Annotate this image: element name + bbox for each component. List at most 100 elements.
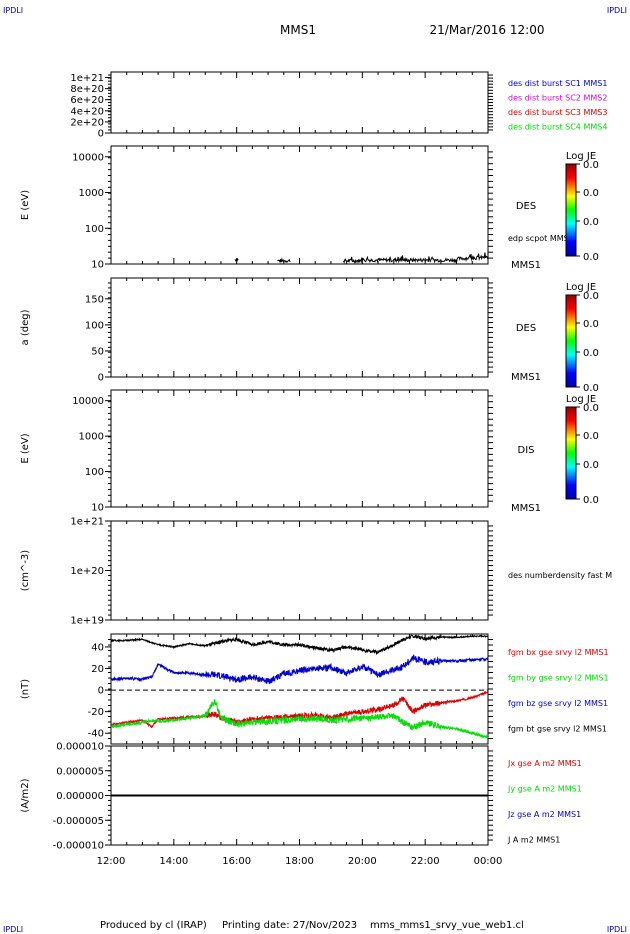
spacecraft-label: MMS1 [511, 503, 541, 514]
legend-entry: des dist burst SC2 MMS2 [508, 94, 607, 103]
legend-entry: Jy gse A m2 MMS1 [507, 785, 582, 794]
instrument-label: DES [516, 323, 536, 334]
y-tick-label: 10 [91, 503, 104, 514]
colorbar-tick-label: 0.0 [583, 319, 599, 330]
y-axis-label: E (eV) [20, 433, 31, 463]
series-label: edp scpot MMS1 [508, 234, 574, 243]
corner-label-tr: IPDLI [607, 6, 627, 15]
y-tick-label: 10 [91, 260, 104, 271]
y-tick-label: -20 [88, 707, 104, 718]
panel-frame [110, 520, 489, 621]
y-tick-label: 10000 [72, 152, 104, 163]
colorbar-tick-label: 0.0 [583, 403, 599, 414]
corner-label-bl: IPDLI [3, 925, 23, 934]
colorbar-tick-label: 0.0 [583, 291, 599, 302]
colorbar-title: Log JE [566, 282, 596, 293]
panel-frame [110, 145, 489, 265]
colorbar-tick-label: 0.0 [583, 160, 599, 171]
colorbar-tick-label: 0.0 [583, 217, 599, 228]
datetime-title: 21/Mar/2016 12:00 [430, 23, 545, 37]
y-tick-label: 150 [85, 294, 104, 305]
legend-entry: fgm bx gse srvy l2 MMS1 [508, 648, 609, 657]
y-tick-label: 8e+20 [70, 84, 104, 95]
y-tick-label: 1e+20 [70, 566, 104, 577]
y-tick-label: 100 [85, 320, 104, 331]
panel-frame [110, 389, 489, 508]
legend-entry: des numberdensity fast M [508, 571, 612, 580]
legend-entry: fgm bt gse srvy l2 MMS1 [508, 725, 607, 734]
footer-produced-by: Produced by cl (IRAP) [100, 920, 207, 931]
series-line [110, 698, 489, 740]
legend-entry: Jz gse A m2 MMS1 [507, 810, 581, 819]
colorbar-tick-label: 0.0 [583, 431, 599, 442]
corner-label-br: IPDLI [607, 925, 627, 934]
y-tick-label: -0.000005 [53, 816, 104, 827]
y-tick-label: -0.000010 [53, 841, 104, 852]
y-tick-label: 6e+20 [70, 95, 104, 106]
y-tick-label: 4e+20 [70, 106, 104, 117]
x-tick-label: 12:00 [97, 856, 126, 867]
colorbar-tick-label: 0.0 [583, 495, 599, 506]
x-tick-label: 20:00 [348, 856, 377, 867]
legend-entry: fgm bz gse srvy l2 MMS1 [508, 699, 608, 708]
colorbar-tick-label: 0.0 [583, 460, 599, 471]
y-tick-label: 0 [98, 129, 104, 140]
panel-frame [110, 277, 489, 378]
y-axis-label: E (eV) [20, 190, 31, 220]
panel-frame [110, 633, 489, 745]
legend-entry: des dist burst SC1 MMS1 [508, 79, 607, 88]
mission-title: MMS1 [280, 23, 316, 37]
colorbar-tick-label: 0.0 [583, 252, 599, 263]
footer-printing-date: Printing date: 27/Nov/2023 [222, 920, 357, 931]
y-tick-label: 2e+20 [70, 117, 104, 128]
colorbar [565, 406, 577, 500]
y-tick-label: -40 [88, 729, 104, 740]
colorbar-title: Log JE [566, 151, 596, 162]
colorbar [565, 294, 577, 388]
y-tick-label: 1e+21 [70, 73, 104, 84]
x-tick-label: 16:00 [222, 856, 251, 867]
y-axis-label: a (deg) [20, 309, 31, 345]
instrument-label: DIS [518, 445, 535, 456]
colorbar-title: Log JE [566, 394, 596, 405]
legend-entry: J A m2 MMS1 [507, 836, 560, 845]
y-tick-label: 100 [85, 224, 104, 235]
y-tick-label: 0 [98, 686, 104, 697]
y-tick-label: 0.000005 [56, 766, 104, 777]
spacecraft-label: MMS1 [511, 372, 541, 383]
panel-frame [110, 71, 489, 134]
y-tick-label: 0.000000 [56, 791, 104, 802]
legend-entry: Jx gse A m2 MMS1 [507, 759, 582, 768]
x-tick-label: 22:00 [411, 856, 440, 867]
legend-entry: des dist burst SC4 MMS4 [508, 123, 607, 132]
colorbar-tick-label: 0.0 [583, 188, 599, 199]
series-line [110, 634, 489, 656]
y-tick-label: 1e+21 [70, 517, 104, 528]
colorbar-tick-label: 0.0 [583, 383, 599, 394]
x-tick-label: 00:00 [474, 856, 503, 867]
y-tick-label: 50 [91, 346, 104, 357]
y-tick-label: 20 [91, 664, 104, 675]
y-axis-label: (cm^-3) [20, 550, 31, 591]
y-tick-label: 1000 [79, 432, 104, 443]
spacecraft-label: MMS1 [511, 260, 541, 271]
footer-filename: mms_mms1_srvy_vue_web1.cl [370, 920, 524, 931]
y-tick-label: 1e+19 [70, 616, 104, 627]
x-axis: 12:00 14:00 16:00 18:00 20:00 22:00 00:00 [97, 856, 503, 867]
legend-entry: fgm by gse srvy l2 MMS1 [508, 674, 609, 683]
colorbar-tick-label: 0.0 [583, 348, 599, 359]
colorbar [565, 163, 577, 257]
instrument-label: DES [516, 201, 536, 212]
series-line [110, 654, 489, 685]
corner-label-tl: IPDLI [3, 6, 23, 15]
y-axis-label: (A/m2) [20, 778, 31, 812]
y-tick-label: 100 [85, 467, 104, 478]
x-tick-label: 14:00 [159, 856, 188, 867]
legend-entry: des dist burst SC3 MMS3 [508, 108, 607, 117]
y-tick-label: 1000 [79, 188, 104, 199]
scpot-trace [234, 252, 489, 264]
y-tick-label: 0 [98, 373, 104, 384]
y-tick-label: 10000 [72, 396, 104, 407]
y-tick-label: 40 [91, 642, 104, 653]
